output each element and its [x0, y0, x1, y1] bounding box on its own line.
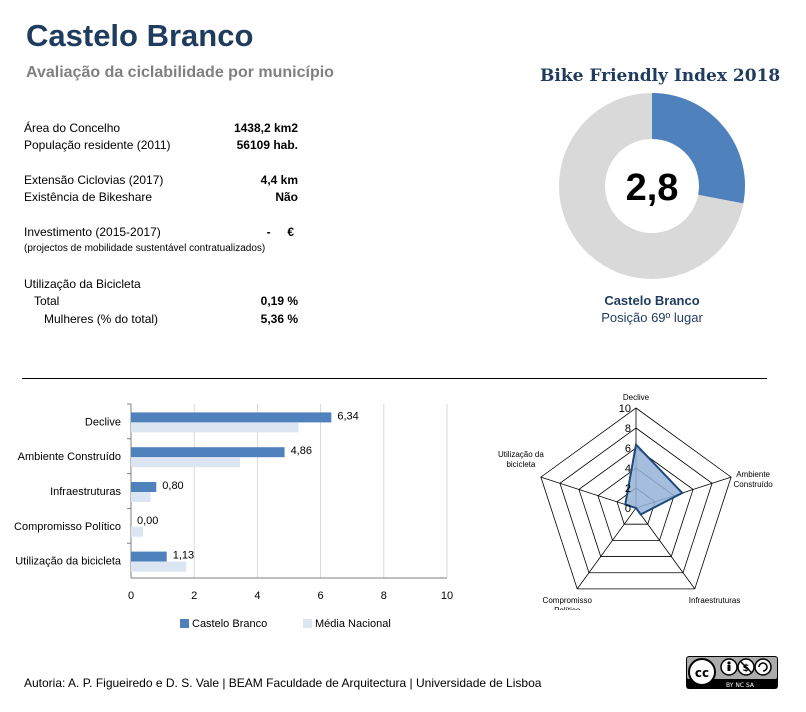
bar-media-nacional — [131, 526, 144, 537]
stat-label-area: Área do Concelho — [24, 121, 121, 135]
svg-text:cc: cc — [695, 666, 709, 680]
bar-chart-category-labels: Declive Ambiente Construído Infraestrutura… — [14, 416, 122, 567]
radar-tick-label: 10 — [619, 403, 631, 415]
radar-axis-label: Utilização da bicicleta — [498, 450, 544, 469]
bar-chart-marks: 6,34 4,86 0,80 0,00 1,13 — [131, 410, 359, 572]
cc-license-badge[interactable]: cc $ BY NC SA — [686, 656, 778, 689]
bar-category-label: Utilização da bicicleta — [15, 556, 122, 568]
donut-value-arc — [650, 93, 745, 204]
radar-axis-label-line: Infraestruturas — [689, 596, 741, 605]
stat-label-cycleways: Extensão Ciclovias (2017) — [24, 173, 164, 187]
radar-axis-label-line: Declive — [623, 393, 650, 402]
radar-ring — [540, 407, 732, 590]
radar-axis-labels: Declive Ambiente Construído Infraestruturas… — [498, 393, 773, 610]
bar-x-tick-label: 6 — [318, 590, 324, 602]
bar-data-label: 0,00 — [137, 515, 158, 527]
page-subtitle: Avaliação da ciclabilidade por município — [26, 64, 334, 81]
radar-tick-labels: 0 2 4 6 8 10 — [619, 403, 631, 515]
stat-label-total: Total — [34, 294, 60, 308]
author-credit: Autoria: A. P. Figueiredo e D. S. Vale |… — [24, 676, 542, 690]
radar-ring — [559, 427, 713, 574]
radar-spoke — [540, 476, 637, 509]
bar-castelo-branco — [131, 482, 157, 492]
legend-swatch — [180, 619, 189, 628]
stat-label-bike-use: Utilização da Bicicleta — [24, 277, 141, 291]
stat-label-women: Mulheres (% do total) — [44, 312, 159, 326]
cc-logo-icon: cc $ BY NC SA — [687, 657, 777, 689]
stat-value-total: 0,19 % — [260, 294, 298, 308]
bike-index-rank: Posição 69º lugar — [601, 310, 703, 325]
bike-index-title: Bike Friendly Index 2018 — [540, 66, 781, 86]
legend-label: Média Nacional — [315, 618, 391, 630]
stat-value-women: 5,36 % — [260, 312, 298, 326]
bar-castelo-branco — [131, 447, 285, 458]
stat-value-bikeshare: Não — [275, 190, 298, 204]
page-title: Castelo Branco — [26, 18, 254, 53]
stat-value-investment: - € — [266, 225, 294, 239]
bar-data-label: 1,13 — [173, 550, 194, 562]
radar-axis-label-line: bicicleta — [506, 460, 535, 469]
radar-axis-label-line: Utilização da — [498, 450, 544, 459]
bar-media-nacional — [131, 457, 241, 468]
radar-axis-label: Infraestruturas — [689, 596, 741, 605]
stat-label-population: População residente (2011) — [24, 138, 171, 152]
bike-index-value: 2,8 — [626, 167, 679, 209]
bar-chart-legend: Castelo Branco Média Nacional — [180, 618, 391, 630]
stat-label-investment: Investimento (2015-2017) — [24, 225, 161, 239]
radar-axis-label-line: Compromisso — [543, 596, 593, 605]
stat-value-population: 56109 hab. — [236, 138, 298, 152]
radar-tick-label: 6 — [625, 443, 631, 455]
bar-x-tick-label: 2 — [191, 590, 197, 602]
radar-series-polygon — [624, 442, 684, 516]
svg-text:$: $ — [743, 663, 750, 674]
bar-x-tick-label: 0 — [128, 590, 134, 602]
bar-data-label: 6,34 — [337, 410, 358, 422]
section-divider — [22, 378, 767, 379]
bar-castelo-branco — [131, 412, 332, 423]
bike-index-place: Castelo Branco — [604, 293, 700, 308]
bike-index-donut: 2,8 — [559, 93, 745, 279]
radar-axis-label: Ambiente Construído — [734, 470, 774, 489]
legend-swatch — [303, 619, 312, 628]
radar-axis-label-line: Político — [554, 606, 581, 610]
radar-axis-label-line: Construído — [734, 480, 774, 489]
radar-spoke — [635, 507, 696, 590]
bar-category-label: Compromisso Político — [14, 521, 121, 533]
radar-tick-label: 0 — [625, 503, 631, 515]
bar-x-tick-label: 4 — [254, 590, 260, 602]
indicator-bar-chart: 6,34 4,86 0,80 0,00 1,13 Declive Ambiente Con… — [14, 403, 453, 630]
bar-category-label: Infraestruturas — [50, 486, 121, 498]
radar-tick-label: 8 — [625, 423, 631, 435]
stat-value-area: 1438,2 km2 — [233, 121, 298, 135]
bar-media-nacional — [131, 492, 151, 502]
bar-data-label: 0,80 — [162, 480, 183, 492]
cc-license-text: BY NC SA — [726, 682, 755, 689]
bar-media-nacional — [131, 422, 299, 433]
bar-castelo-branco — [131, 551, 167, 562]
radar-axis-label: Declive — [623, 393, 650, 402]
stat-note-investment: (projectos de mobilidade sustentável con… — [24, 243, 266, 254]
radar-tick-label: 4 — [625, 463, 631, 475]
bar-category-label: Declive — [85, 416, 121, 428]
bar-media-nacional — [131, 561, 187, 572]
bar-chart-tick-labels: 0 2 4 6 8 10 — [128, 590, 453, 602]
bar-x-tick-label: 10 — [441, 590, 453, 602]
indicator-radar-chart: 0 2 4 6 8 10 Declive Ambiente Construído Infraes… — [498, 393, 773, 610]
radar-tick-label: 2 — [625, 483, 631, 495]
bar-data-label: 4,86 — [291, 445, 312, 457]
stat-value-cycleways: 4,4 km — [260, 173, 298, 187]
bar-x-tick-label: 8 — [381, 590, 387, 602]
bar-chart-grid — [127, 403, 448, 579]
legend-label: Castelo Branco — [192, 618, 267, 630]
stat-label-bikeshare: Existência de Bikeshare — [24, 190, 153, 204]
radar-spoke — [576, 507, 637, 590]
radar-ring — [578, 447, 694, 557]
radar-series — [624, 442, 684, 516]
bar-category-label: Ambiente Construído — [18, 451, 121, 463]
radar-axis-label-line: Ambiente — [736, 470, 770, 479]
